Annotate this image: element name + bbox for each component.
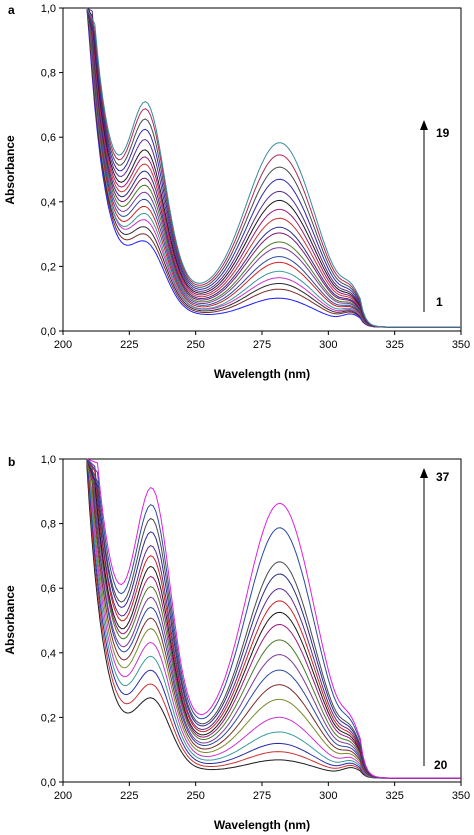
panel-a-series-line-6: [86, 7, 461, 328]
panel-a-y-tick-label: 0,6: [41, 132, 56, 144]
panel-b-arrow-end-label: 37: [436, 470, 450, 484]
panel-a-series-line-10: [86, 7, 461, 328]
panel-a-series-line-13: [86, 7, 461, 328]
panel-a-x-tick-label: 325: [385, 339, 403, 351]
panel-a-xlabel: Wavelength (nm): [214, 367, 310, 381]
panel-b-xlabel: Wavelength (nm): [214, 818, 310, 832]
panel-a-series-line-8: [86, 7, 461, 328]
panel-a-y-tick-label: 1,0: [41, 3, 56, 15]
panel-a-series-line-14: [86, 7, 461, 328]
panel-b-y-tick-label: 0,6: [41, 583, 56, 595]
panel-b-series-line-18: [86, 458, 461, 779]
panel-b-ylabel: Absorbance: [3, 585, 17, 655]
panel-a-series-line-11: [86, 7, 461, 328]
panel-a-series-line-19: [86, 7, 461, 328]
panel-a-series-line-12: [86, 7, 461, 328]
panel-b-y-tick-label: 0,4: [41, 648, 56, 660]
panel-a-series-line-16: [86, 7, 461, 328]
panel-a-ticks: 200 225 250 275 300 325 350 0,0 0,2 0,4 0,6 0,8 1,0: [41, 3, 470, 351]
panel-a-series-group: [86, 7, 461, 328]
panel-a-x-tick-label: 225: [120, 339, 138, 351]
panel-a: a Absorbance Wavelength (nm) 200 225 250 27…: [3, 3, 470, 381]
panel-a-y-tick-label: 0,2: [41, 261, 56, 273]
panel-b-y-tick-label: 0,8: [41, 519, 56, 531]
panel-a-series-line-17: [86, 7, 461, 328]
panel-b-x-tick-label: 275: [253, 790, 271, 802]
panel-b-arrow-start-label: 20: [434, 758, 448, 772]
panel-a-y-tick-label: 0,4: [41, 197, 56, 209]
panel-a-arrow-head: [420, 120, 428, 130]
panel-a-x-tick-label: 200: [54, 339, 72, 351]
panel-a-x-tick-label: 250: [186, 339, 204, 351]
panel-a-series-line-7: [86, 7, 461, 328]
panel-a-series-line-3: [86, 7, 461, 328]
panel-b-x-tick-label: 325: [385, 790, 403, 802]
panel-a-series-line-5: [86, 7, 461, 328]
panel-a-ylabel: Absorbance: [3, 135, 17, 205]
panel-a-y-tick-label: 0,8: [41, 68, 56, 80]
panel-a-y-tick-label: 0,0: [41, 326, 56, 338]
panel-b-y-tick-label: 0,2: [41, 712, 56, 724]
panel-b-series-group: [86, 458, 461, 779]
panel-a-series-line-1: [86, 7, 461, 328]
panel-a-series-line-15: [86, 7, 461, 328]
panel-b-x-tick-label: 200: [54, 790, 72, 802]
panel-a-letter: a: [8, 3, 15, 17]
panel-a-series-line-2: [86, 7, 461, 328]
panel-a-arrow: 19 1: [420, 120, 450, 312]
panel-b-x-tick-label: 300: [319, 790, 337, 802]
panel-b: b Absorbance Wavelength (nm) 200 225 250 27…: [3, 454, 470, 832]
panel-b-x-tick-label: 350: [452, 790, 470, 802]
panel-a-series-line-9: [86, 7, 461, 328]
panel-b-ticks: 200 225 250 275 300 325 350 0,0 0,2 0,4 0,6 0,8 1,0: [41, 454, 470, 802]
panel-a-series-line-4: [86, 7, 461, 328]
panel-b-arrow-head: [420, 468, 428, 478]
panel-b-x-tick-label: 250: [186, 790, 204, 802]
panel-a-series-line-18: [86, 7, 461, 328]
panel-a-x-tick-label: 300: [319, 339, 337, 351]
panel-b-y-tick-label: 0,0: [41, 777, 56, 789]
panel-b-arrow: 37 20: [420, 468, 450, 772]
panel-a-x-tick-label: 275: [253, 339, 271, 351]
panel-a-arrow-end-label: 19: [436, 126, 450, 140]
panel-b-letter: b: [8, 455, 15, 469]
panel-b-x-tick-label: 225: [120, 790, 138, 802]
panel-b-y-tick-label: 1,0: [41, 454, 56, 466]
panel-a-x-tick-label: 350: [452, 339, 470, 351]
panel-a-arrow-start-label: 1: [436, 295, 443, 309]
